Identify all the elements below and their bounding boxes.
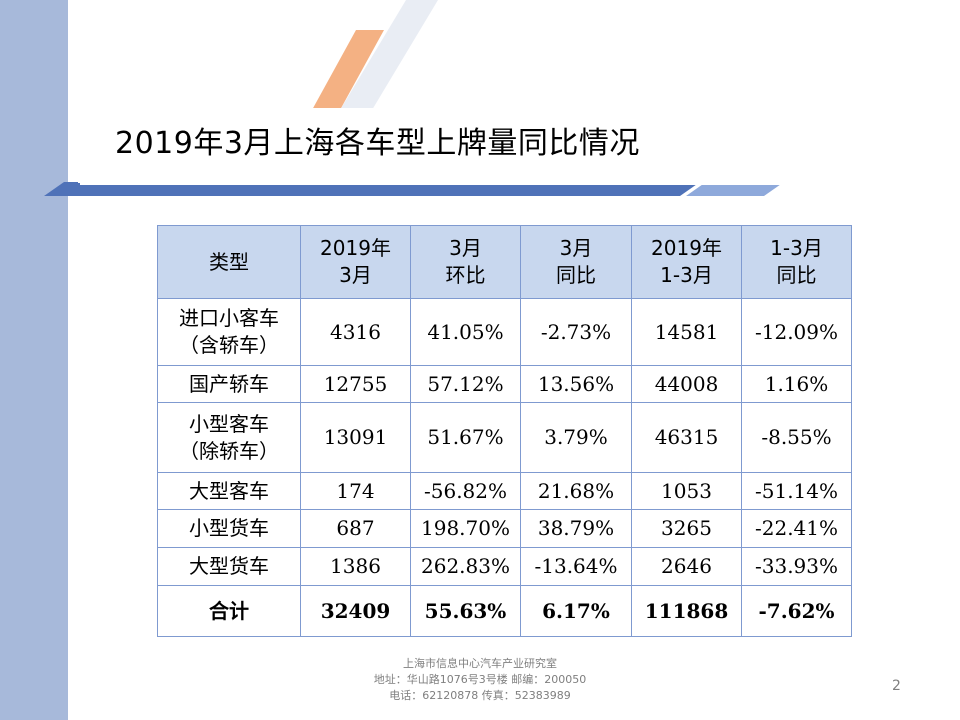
cell-value: -56.82% [410,472,521,510]
cell-total: -7.62% [741,585,852,637]
row-type: 国产轿车 [157,365,301,403]
cell-value: 13.56% [520,365,632,403]
footer-address: 地址：华山路1076号3号楼 邮编：200050 [373,673,587,686]
cell-value: 38.79% [520,509,632,548]
title-card [80,110,960,185]
row-type-total: 合计 [157,585,301,637]
row-type: 进口小客车 （含轿车） [157,298,301,366]
cell-value: 46315 [631,402,742,473]
footer-org: 上海市信息中心汽车产业研究室 [403,657,557,670]
cell-value: -22.41% [741,509,852,548]
cell-value: -33.93% [741,547,852,586]
cell-value: 1053 [631,472,742,510]
footer-phone: 电话：62120878 传真：52383989 [389,689,571,702]
cell-total: 111868 [631,585,742,637]
cell-value: 687 [300,509,411,548]
table-row: 小型货车 687 198.70% 38.79% 3265 -22.41% [157,509,852,548]
cell-value: 4316 [300,298,411,366]
page-number: 2 [892,678,901,694]
cell-value: 1386 [300,547,411,586]
light-stripe [340,0,438,110]
header-type: 类型 [157,225,301,299]
table-row: 国产轿车 12755 57.12% 13.56% 44008 1.16% [157,365,852,403]
cell-value: 1.16% [741,365,852,403]
cell-value: -12.09% [741,298,852,366]
cell-value: 3265 [631,509,742,548]
cell-value: 3.79% [520,402,632,473]
cell-value: 44008 [631,365,742,403]
slide-title: 2019年3月上海各车型上牌量同比情况 [115,126,640,161]
cell-value: -51.14% [741,472,852,510]
total-row: 合计 32409 55.63% 6.17% 111868 -7.62% [157,585,852,637]
cell-value: -2.73% [520,298,632,366]
cell-total: 6.17% [520,585,632,637]
cell-value: 57.12% [410,365,521,403]
registration-table-wrapper: 类型 2019年 3月 3月 环比 3月 同比 2019年 1-3月 1-3月 同比 进口… [157,225,852,637]
table-row: 进口小客车 （含轿车） 4316 41.05% -2.73% 14581 -12.… [157,298,852,366]
row-type: 小型货车 [157,509,301,548]
cell-value: 14581 [631,298,742,366]
blue-stripe-left [44,182,700,196]
cell-value: 174 [300,472,411,510]
side-panel [0,0,68,720]
registration-table: 类型 2019年 3月 3月 环比 3月 同比 2019年 1-3月 1-3月 同比 进口… [157,225,852,637]
table-row: 小型客车 （除轿车） 13091 51.67% 3.79% 46315 -8.55… [157,402,852,473]
header-march-mom: 3月 环比 [410,225,521,299]
table-row: 大型客车 174 -56.82% 21.68% 1053 -51.14% [157,472,852,510]
row-type: 大型客车 [157,472,301,510]
cell-value: 41.05% [410,298,521,366]
cell-total: 55.63% [410,585,521,637]
blue-stripe-right [686,182,784,196]
cell-total: 32409 [300,585,411,637]
footer-contact: 上海市信息中心汽车产业研究室 地址：华山路1076号3号楼 邮编：200050 … [330,656,630,704]
row-type: 小型客车 （除轿车） [157,402,301,473]
table-row: 大型货车 1386 262.83% -13.64% 2646 -33.93% [157,547,852,586]
header-q1-yoy: 1-3月 同比 [741,225,852,299]
cell-value: 13091 [300,402,411,473]
cell-value: 198.70% [410,509,521,548]
cell-value: 262.83% [410,547,521,586]
header-row: 类型 2019年 3月 3月 环比 3月 同比 2019年 1-3月 1-3月 同比 [157,225,852,299]
header-march-yoy: 3月 同比 [520,225,632,299]
cell-value: 51.67% [410,402,521,473]
cell-value: 2646 [631,547,742,586]
cell-value: -13.64% [520,547,632,586]
row-type: 大型货车 [157,547,301,586]
header-march-2019: 2019年 3月 [300,225,411,299]
cell-value: -8.55% [741,402,852,473]
cell-value: 12755 [300,365,411,403]
cell-value: 21.68% [520,472,632,510]
orange-stripe [312,30,384,110]
header-q1-2019: 2019年 1-3月 [631,225,742,299]
